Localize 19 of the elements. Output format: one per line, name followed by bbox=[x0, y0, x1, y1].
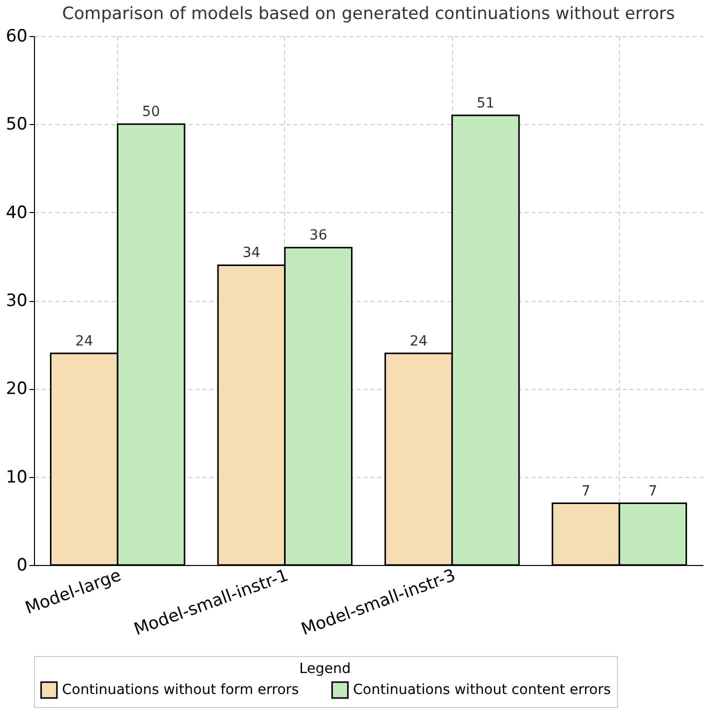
data-label: 36 bbox=[309, 228, 328, 244]
y-tick-label: 50 bbox=[6, 114, 28, 135]
y-tick-label: 0 bbox=[16, 556, 28, 576]
y-tick-label: 40 bbox=[6, 202, 28, 223]
data-label: 24 bbox=[75, 333, 94, 350]
chart-title: Comparison of models based on generated continuations without errors bbox=[62, 4, 675, 24]
data-label: 50 bbox=[142, 104, 160, 120]
data-label: 7 bbox=[648, 483, 658, 500]
data-label: 24 bbox=[410, 333, 428, 350]
y-tick-label: 10 bbox=[6, 467, 28, 488]
data-label: 34 bbox=[242, 245, 260, 262]
y-tick-label: 30 bbox=[6, 291, 28, 311]
legend-label: Continuations without form errors bbox=[62, 682, 299, 698]
data-label: 7 bbox=[581, 483, 590, 500]
y-tick-label: 20 bbox=[6, 379, 28, 400]
legend-title: Legend bbox=[299, 661, 351, 677]
y-tick-label: 60 bbox=[6, 26, 28, 46]
data-label: 51 bbox=[476, 95, 494, 112]
legend-label: Continuations without content errors bbox=[353, 682, 611, 698]
